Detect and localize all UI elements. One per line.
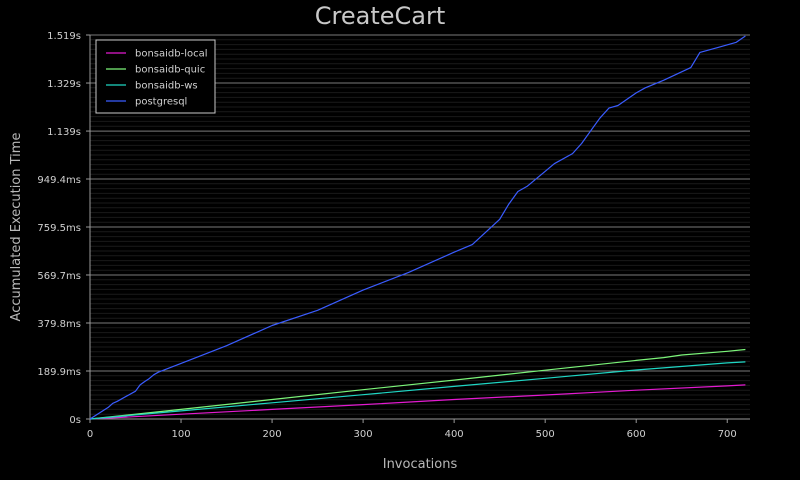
x-tick-label: 600 xyxy=(627,429,646,440)
x-tick-label: 200 xyxy=(263,429,282,440)
x-axis-label: Invocations xyxy=(383,457,458,472)
y-tick-label: 189.9ms xyxy=(37,367,81,378)
y-axis-label: Accumulated Execution Time xyxy=(9,133,24,322)
series-line-bonsaidb-ws xyxy=(89,361,746,420)
x-tick-label: 300 xyxy=(354,429,373,440)
legend: bonsaidb-local bonsaidb-quic bonsaidb-ws po… xyxy=(95,39,216,114)
series-line-postgresql xyxy=(89,35,746,420)
series-line-bonsaidb-local xyxy=(89,384,746,420)
legend-label: bonsaidb-local xyxy=(135,49,208,60)
y-tick-label: 949.4ms xyxy=(37,175,81,186)
x-tick-label: 400 xyxy=(445,429,464,440)
x-tick-label: 0 xyxy=(87,429,93,440)
y-tick-label: 379.8ms xyxy=(37,319,81,330)
y-tick-label: 1.139s xyxy=(47,127,81,138)
x-tick-label: 500 xyxy=(536,429,555,440)
x-tick-label: 700 xyxy=(718,429,737,440)
tick-labels: 0s 189.9ms 379.8ms 569.7ms 759.5ms 949.4ms 1.1… xyxy=(37,31,736,440)
x-tick-label: 100 xyxy=(171,429,190,440)
y-tick-label: 759.5ms xyxy=(37,223,81,234)
y-tick-label: 569.7ms xyxy=(37,271,81,282)
legend-label: bonsaidb-ws xyxy=(135,81,198,92)
series-line-bonsaidb-quic xyxy=(89,348,746,420)
grid xyxy=(90,34,750,420)
y-tick-label: 0s xyxy=(69,415,81,426)
series-lines xyxy=(89,35,746,420)
legend-label: bonsaidb-quic xyxy=(135,65,205,76)
y-tick-label: 1.329s xyxy=(47,79,81,90)
chart-title: CreateCart xyxy=(315,2,446,30)
y-tick-label: 1.519s xyxy=(47,31,81,42)
legend-label: postgresql xyxy=(135,97,187,108)
